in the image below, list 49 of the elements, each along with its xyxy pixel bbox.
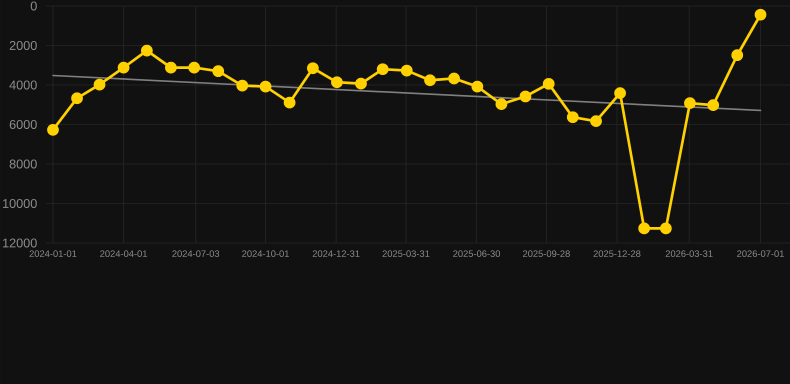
point <box>284 96 296 108</box>
point <box>331 76 343 88</box>
point <box>590 115 602 128</box>
x-tick-label: 2025-03-31 <box>382 250 430 257</box>
point <box>448 72 460 84</box>
point <box>355 78 367 90</box>
x-tick-label: 2026-03-31 <box>666 250 713 257</box>
x-tick-label: 2025-06-30 <box>453 250 500 257</box>
point <box>236 80 248 92</box>
x-tick-label: 2024-10-01 <box>242 250 289 257</box>
point <box>165 62 177 74</box>
point <box>400 64 413 76</box>
point <box>118 62 130 74</box>
point <box>94 78 106 90</box>
y-tick-label: 2000 <box>10 41 37 50</box>
point <box>424 74 436 86</box>
x-tick-label: 2025-12-28 <box>594 250 640 257</box>
point <box>731 49 744 62</box>
y-tick-label: 6000 <box>10 120 37 129</box>
point <box>376 63 389 76</box>
point <box>614 87 626 99</box>
x-tick-label: 2025-09-28 <box>522 250 570 257</box>
point <box>471 80 484 92</box>
x-tick-label: 2026-07-01 <box>737 250 784 257</box>
point <box>684 97 696 110</box>
y-tick-label: 12000 <box>3 238 37 248</box>
point <box>660 222 672 234</box>
y-tick-label: 0 <box>30 2 37 10</box>
point <box>307 62 319 74</box>
y-tick-label: 10000 <box>3 199 37 208</box>
x-tick-label: 2024-01-01 <box>30 250 76 257</box>
point <box>754 8 766 21</box>
point <box>638 222 650 234</box>
y-tick-label: 8000 <box>10 160 37 168</box>
point <box>71 92 83 104</box>
point <box>188 62 200 74</box>
point <box>496 98 508 110</box>
point <box>47 124 59 136</box>
x-tick-label: 2024-12-31 <box>312 250 360 257</box>
point <box>520 90 532 102</box>
point <box>212 65 224 78</box>
x-tick-label: 2024-04-01 <box>100 250 147 257</box>
point <box>707 99 720 111</box>
point <box>260 80 272 92</box>
point <box>140 44 153 56</box>
y-tick-label: 4000 <box>9 80 37 90</box>
x-tick-label: 2024-07-03 <box>172 250 220 257</box>
point <box>566 111 579 124</box>
point <box>542 78 555 90</box>
